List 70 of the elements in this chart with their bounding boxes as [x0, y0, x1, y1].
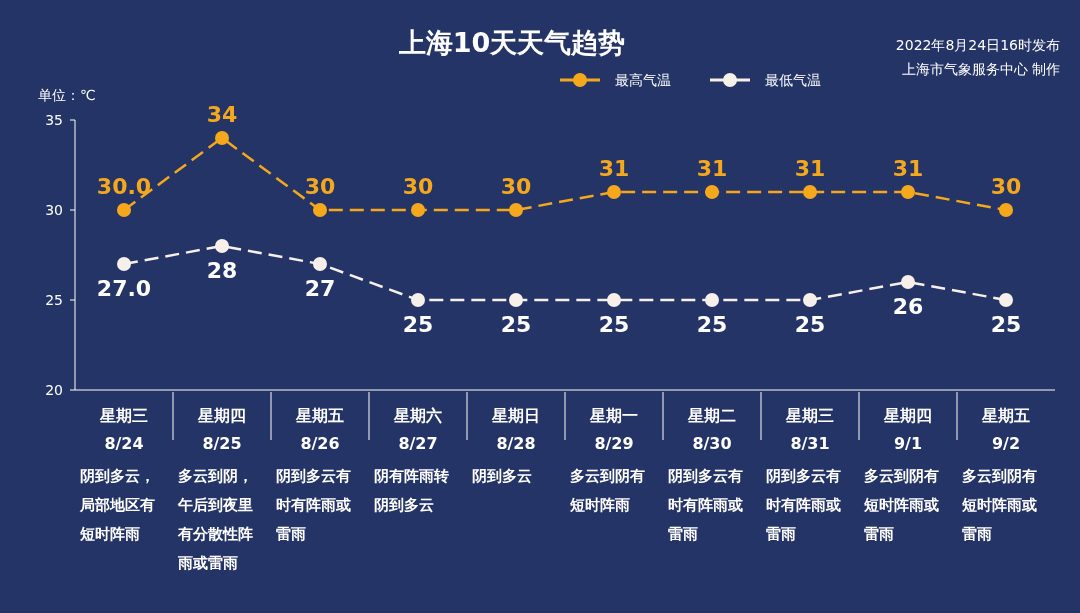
- data-label: 27: [304, 276, 336, 301]
- data-label: 30: [500, 174, 532, 199]
- text: 阴到多云有时有阵雨或雷雨: [276, 466, 352, 545]
- data-label: 30: [990, 174, 1022, 199]
- x-tick-label: 星期二 8/30: [687, 406, 736, 453]
- text: 多云到阴有短时阵雨: [570, 466, 646, 516]
- data-label: 27.0: [96, 276, 152, 301]
- x-tick-label: 星期日 8/28: [491, 406, 540, 453]
- point: [411, 293, 425, 307]
- point: [705, 293, 719, 307]
- text: 2022年8月24日16时发布: [895, 37, 1060, 53]
- data-label: 25: [402, 312, 434, 337]
- point: [215, 131, 229, 145]
- point: [607, 293, 621, 307]
- data-label: 25: [990, 312, 1022, 337]
- data-label: 30.0: [96, 174, 152, 199]
- y-axis-title: 单位：℃: [38, 87, 96, 103]
- point: [999, 203, 1013, 217]
- x-tick-label: 星期五 9/2: [981, 406, 1030, 453]
- data-label: 31: [892, 156, 924, 181]
- x-tick-label: 星期六 8/27: [393, 406, 442, 453]
- data-label: 28: [206, 258, 238, 283]
- y-tick-label: 20: [45, 382, 63, 398]
- text: 上海市气象服务中心 制作: [901, 61, 1060, 77]
- point: [901, 185, 915, 199]
- point: [803, 185, 817, 199]
- point: [705, 185, 719, 199]
- data-label: 30: [402, 174, 434, 199]
- data-label: 31: [696, 156, 728, 181]
- y-tick-label: 35: [45, 112, 63, 128]
- x-tick-label: 星期四 9/1: [883, 406, 932, 453]
- point: [215, 239, 229, 253]
- data-label: 31: [794, 156, 826, 181]
- data-label: 25: [598, 312, 630, 337]
- point: [999, 293, 1013, 307]
- text: 阴到多云有时有阵雨或雷雨: [766, 466, 842, 545]
- text: 多云到阴有短时阵雨或雷雨: [864, 466, 940, 545]
- text: 多云到阴，午后到夜里有分散性阵雨或雷雨: [178, 466, 254, 574]
- data-label: 25: [500, 312, 532, 337]
- text: 阴到多云有时有阵雨或雷雨: [668, 466, 744, 545]
- data-label: 25: [794, 312, 826, 337]
- point: [117, 203, 131, 217]
- point: [901, 275, 915, 289]
- point: [117, 257, 131, 271]
- x-tick-label: 星期三 8/24: [99, 406, 148, 453]
- point: [313, 203, 327, 217]
- chart-title: 上海10天天气趋势: [397, 27, 626, 58]
- point: [509, 203, 523, 217]
- x-tick-label: 星期五 8/26: [295, 406, 344, 453]
- x-tick-label: 星期四 8/25: [197, 406, 246, 453]
- legend-label: 最高气温: [615, 72, 671, 88]
- data-label: 26: [892, 294, 924, 319]
- legend-label: 最低气温: [765, 72, 821, 88]
- text: 阴有阵雨转阴到多云: [374, 466, 450, 516]
- data-label: 34: [206, 102, 238, 127]
- point: [411, 203, 425, 217]
- x-tick-label: 星期三 8/31: [785, 406, 834, 453]
- data-label: 30: [304, 174, 336, 199]
- text: 多云到阴有短时阵雨或雷雨: [962, 466, 1038, 545]
- point: [509, 293, 523, 307]
- x-tick-label: 星期一 8/29: [589, 406, 638, 453]
- data-label: 31: [598, 156, 630, 181]
- point: [313, 257, 327, 271]
- point: [803, 293, 817, 307]
- y-tick-label: 30: [45, 202, 63, 218]
- y-tick-label: 25: [45, 292, 63, 308]
- text: 阴到多云，局部地区有短时阵雨: [80, 466, 156, 545]
- data-label: 25: [696, 312, 728, 337]
- point: [607, 185, 621, 199]
- text: 阴到多云: [472, 466, 533, 487]
